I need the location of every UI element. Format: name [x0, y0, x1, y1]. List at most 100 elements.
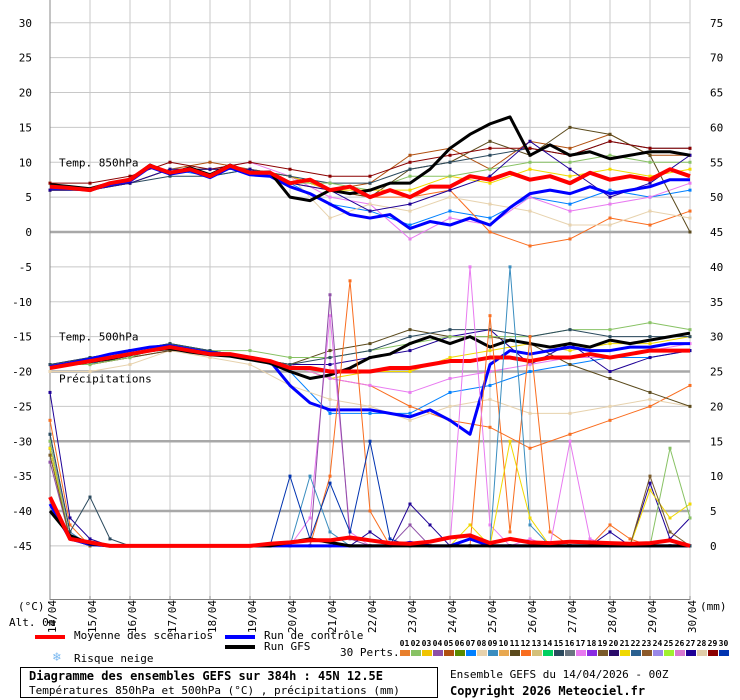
- temp-500-member-17-point: [488, 370, 492, 373]
- temp-850-member-12-point: [648, 223, 652, 227]
- temp-850-member-02-point: [648, 160, 652, 164]
- legend-perts-label: 30 Perts.: [340, 646, 400, 659]
- temp-500-panel-label: Temp. 500hPa: [59, 331, 138, 344]
- temp-850-member-12-point: [528, 244, 532, 248]
- temp-850-member-27-point: [448, 188, 452, 192]
- precip-member-12-point: [348, 279, 352, 283]
- temp-500-member-07-point: [408, 411, 412, 415]
- right-tick-label: 15: [710, 435, 723, 448]
- temp-500-member-08-point: [248, 363, 252, 367]
- precip-member-30-point: [348, 530, 352, 534]
- temp-850-member-27-point: [208, 167, 212, 171]
- legend-snow-label: Risque neige: [74, 652, 154, 665]
- precip-member-15-point: [48, 432, 52, 436]
- temp-850-member-12-point: [488, 230, 492, 234]
- right-tick-label: 30: [710, 331, 723, 344]
- temp-500-member-15-point: [568, 328, 572, 332]
- temp-500-member-15-point: [688, 335, 692, 339]
- temp-850-member-11-point: [488, 139, 492, 143]
- temp-500-member-02-point: [448, 335, 452, 339]
- precip-member-17-point: [328, 314, 332, 318]
- pert-number: 24: [652, 639, 663, 648]
- temp-500-member-07-point: [328, 411, 332, 415]
- temp-850-member-08-point: [488, 202, 492, 206]
- pert-color-swatch: [565, 650, 575, 656]
- temp-850-member-02-point: [528, 160, 532, 164]
- temp-500-member-17-point: [528, 363, 532, 367]
- temp-850-member-27-point: [248, 167, 252, 171]
- temp-850-member-29-point: [488, 146, 492, 150]
- temp-500-member-27-point: [608, 370, 612, 373]
- left-tick-label: -5: [19, 261, 32, 274]
- x-tick-label: 26/04: [526, 599, 540, 634]
- pert-color-swatch: [675, 650, 685, 656]
- pert-number: 04: [432, 639, 443, 648]
- temp-850-member-27-point: [168, 167, 172, 171]
- temp-500-member-08-point: [568, 411, 572, 415]
- temp-850-member-11-point: [608, 132, 612, 136]
- pert-number: 01: [399, 639, 410, 648]
- precip-member-04-point: [48, 460, 52, 464]
- temp-850-member-27-point: [488, 174, 492, 178]
- pert-color-swatch: [642, 650, 652, 656]
- precip-member-12-point: [608, 523, 612, 527]
- temp-850-member-29-point: [168, 160, 172, 164]
- pert-number: 26: [674, 639, 685, 648]
- temp-500-member-02-point: [288, 356, 292, 360]
- temp-500-member-15-point: [208, 349, 212, 353]
- precip-member-02-point: [688, 516, 692, 520]
- temp-850-member-02-point: [568, 160, 572, 164]
- legend-mean-swatch: [35, 635, 65, 639]
- precip-member-15-point: [108, 537, 112, 541]
- temp-500-member-15-point: [328, 356, 332, 360]
- temp-850-member-12-point: [688, 209, 692, 213]
- precip-member-27-point: [608, 530, 612, 534]
- temp-850-member-08-point: [648, 209, 652, 213]
- temp-850-member-17-point: [448, 216, 452, 220]
- pert-number: 23: [641, 639, 652, 648]
- temp-500-member-08-point: [328, 397, 332, 401]
- temp-500-member-02-point: [608, 328, 612, 332]
- precip-member-21-point: [648, 488, 652, 492]
- pert-number: 02: [410, 639, 421, 648]
- pert-color-swatch: [444, 650, 454, 656]
- precip-member-12-point: [368, 509, 372, 513]
- temp-500-member-21-point: [448, 356, 452, 360]
- temp-850-member-11-point: [688, 230, 692, 234]
- temp-850-member-17-point: [328, 195, 332, 199]
- temp-850-member-27-point: [368, 209, 372, 213]
- pert-color-swatch: [477, 650, 487, 656]
- right-tick-label: 60: [710, 121, 723, 134]
- temp-850-member-27-point: [48, 188, 52, 192]
- pert-color-swatch: [466, 650, 476, 656]
- right-tick-label: 10: [710, 470, 723, 483]
- precip-member-12-point: [508, 530, 512, 534]
- snowflake-icon: ❄: [53, 650, 61, 665]
- run-info: Ensemble GEFS du 14/04/2026 - 00Z: [450, 668, 669, 681]
- left-tick-label: -30: [12, 435, 32, 448]
- temp-500-member-02-point: [488, 335, 492, 339]
- precip-member-21-point: [528, 516, 532, 520]
- pert-color-swatch: [488, 650, 498, 656]
- precip-member-27-point: [428, 523, 432, 527]
- temp-850-member-27-point: [528, 139, 532, 143]
- temp-850-member-15-point: [368, 181, 372, 185]
- temp-500-member-27-point: [648, 356, 652, 360]
- temp-850-member-21-point: [568, 174, 572, 178]
- temp-850-member-29-point: [88, 181, 92, 185]
- pert-number: 03: [421, 639, 432, 648]
- chart-title: Diagramme des ensembles GEFS sur 384h : …: [29, 669, 384, 683]
- temp-850-member-21-point: [648, 174, 652, 178]
- pert-color-swatch: [708, 650, 718, 656]
- precip-member-17-point: [588, 537, 592, 541]
- temp-500-member-15-point: [488, 328, 492, 332]
- temp-500-member-08-point: [88, 370, 92, 373]
- precip-member-12-point: [68, 523, 72, 527]
- temp-500-member-17-point: [328, 376, 332, 380]
- x-tick-label: 24/04: [446, 599, 460, 634]
- copyright: Copyright 2026 Meteociel.fr: [450, 684, 646, 698]
- left-tick-label: 5: [25, 191, 32, 204]
- temp-850-member-29-point: [328, 174, 332, 178]
- precip-member-15-point: [88, 495, 92, 499]
- temp-850-member-29-point: [368, 174, 372, 178]
